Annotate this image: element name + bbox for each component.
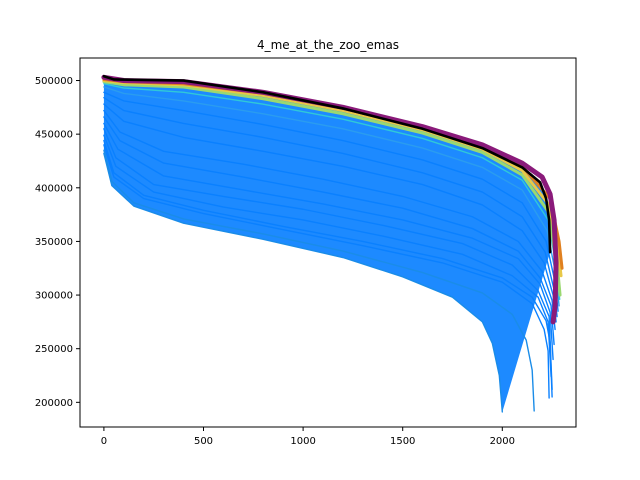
series-line — [103, 109, 556, 331]
series-line — [102, 80, 562, 297]
series-line — [102, 74, 552, 254]
x-tick-label: 0 — [101, 436, 107, 447]
series-line — [103, 103, 557, 323]
series-line — [103, 122, 554, 361]
x-tick-label: 1500 — [390, 436, 415, 447]
series-line — [103, 152, 503, 413]
x-tick-label: 1000 — [290, 436, 315, 447]
plot-area-frame — [79, 57, 577, 428]
y-tick-label: 300000 — [35, 291, 73, 302]
series-layer — [101, 74, 564, 413]
y-tick-label: 200000 — [35, 398, 73, 409]
series-line — [103, 149, 535, 412]
x-tick-label: 2000 — [490, 436, 515, 447]
axis-layer: 0 500 1000 1500 2000 200000 250000 300000 350000… — [35, 76, 515, 447]
series-line — [103, 144, 550, 399]
y-tick-label: 400000 — [35, 183, 73, 194]
series-line — [103, 139, 553, 398]
series-line — [103, 91, 559, 312]
y-tick-label: 250000 — [35, 344, 73, 355]
series-line — [103, 116, 555, 346]
y-tick-label: 500000 — [35, 76, 73, 87]
chart-title: 4_me_at_the_zoo_emas — [257, 38, 399, 52]
series-line — [103, 134, 552, 378]
x-tick-label: 500 — [194, 436, 213, 447]
y-tick-label: 450000 — [35, 130, 73, 141]
series-line — [103, 96, 558, 318]
y-tick-label: 350000 — [35, 237, 73, 248]
series-line — [103, 128, 553, 391]
